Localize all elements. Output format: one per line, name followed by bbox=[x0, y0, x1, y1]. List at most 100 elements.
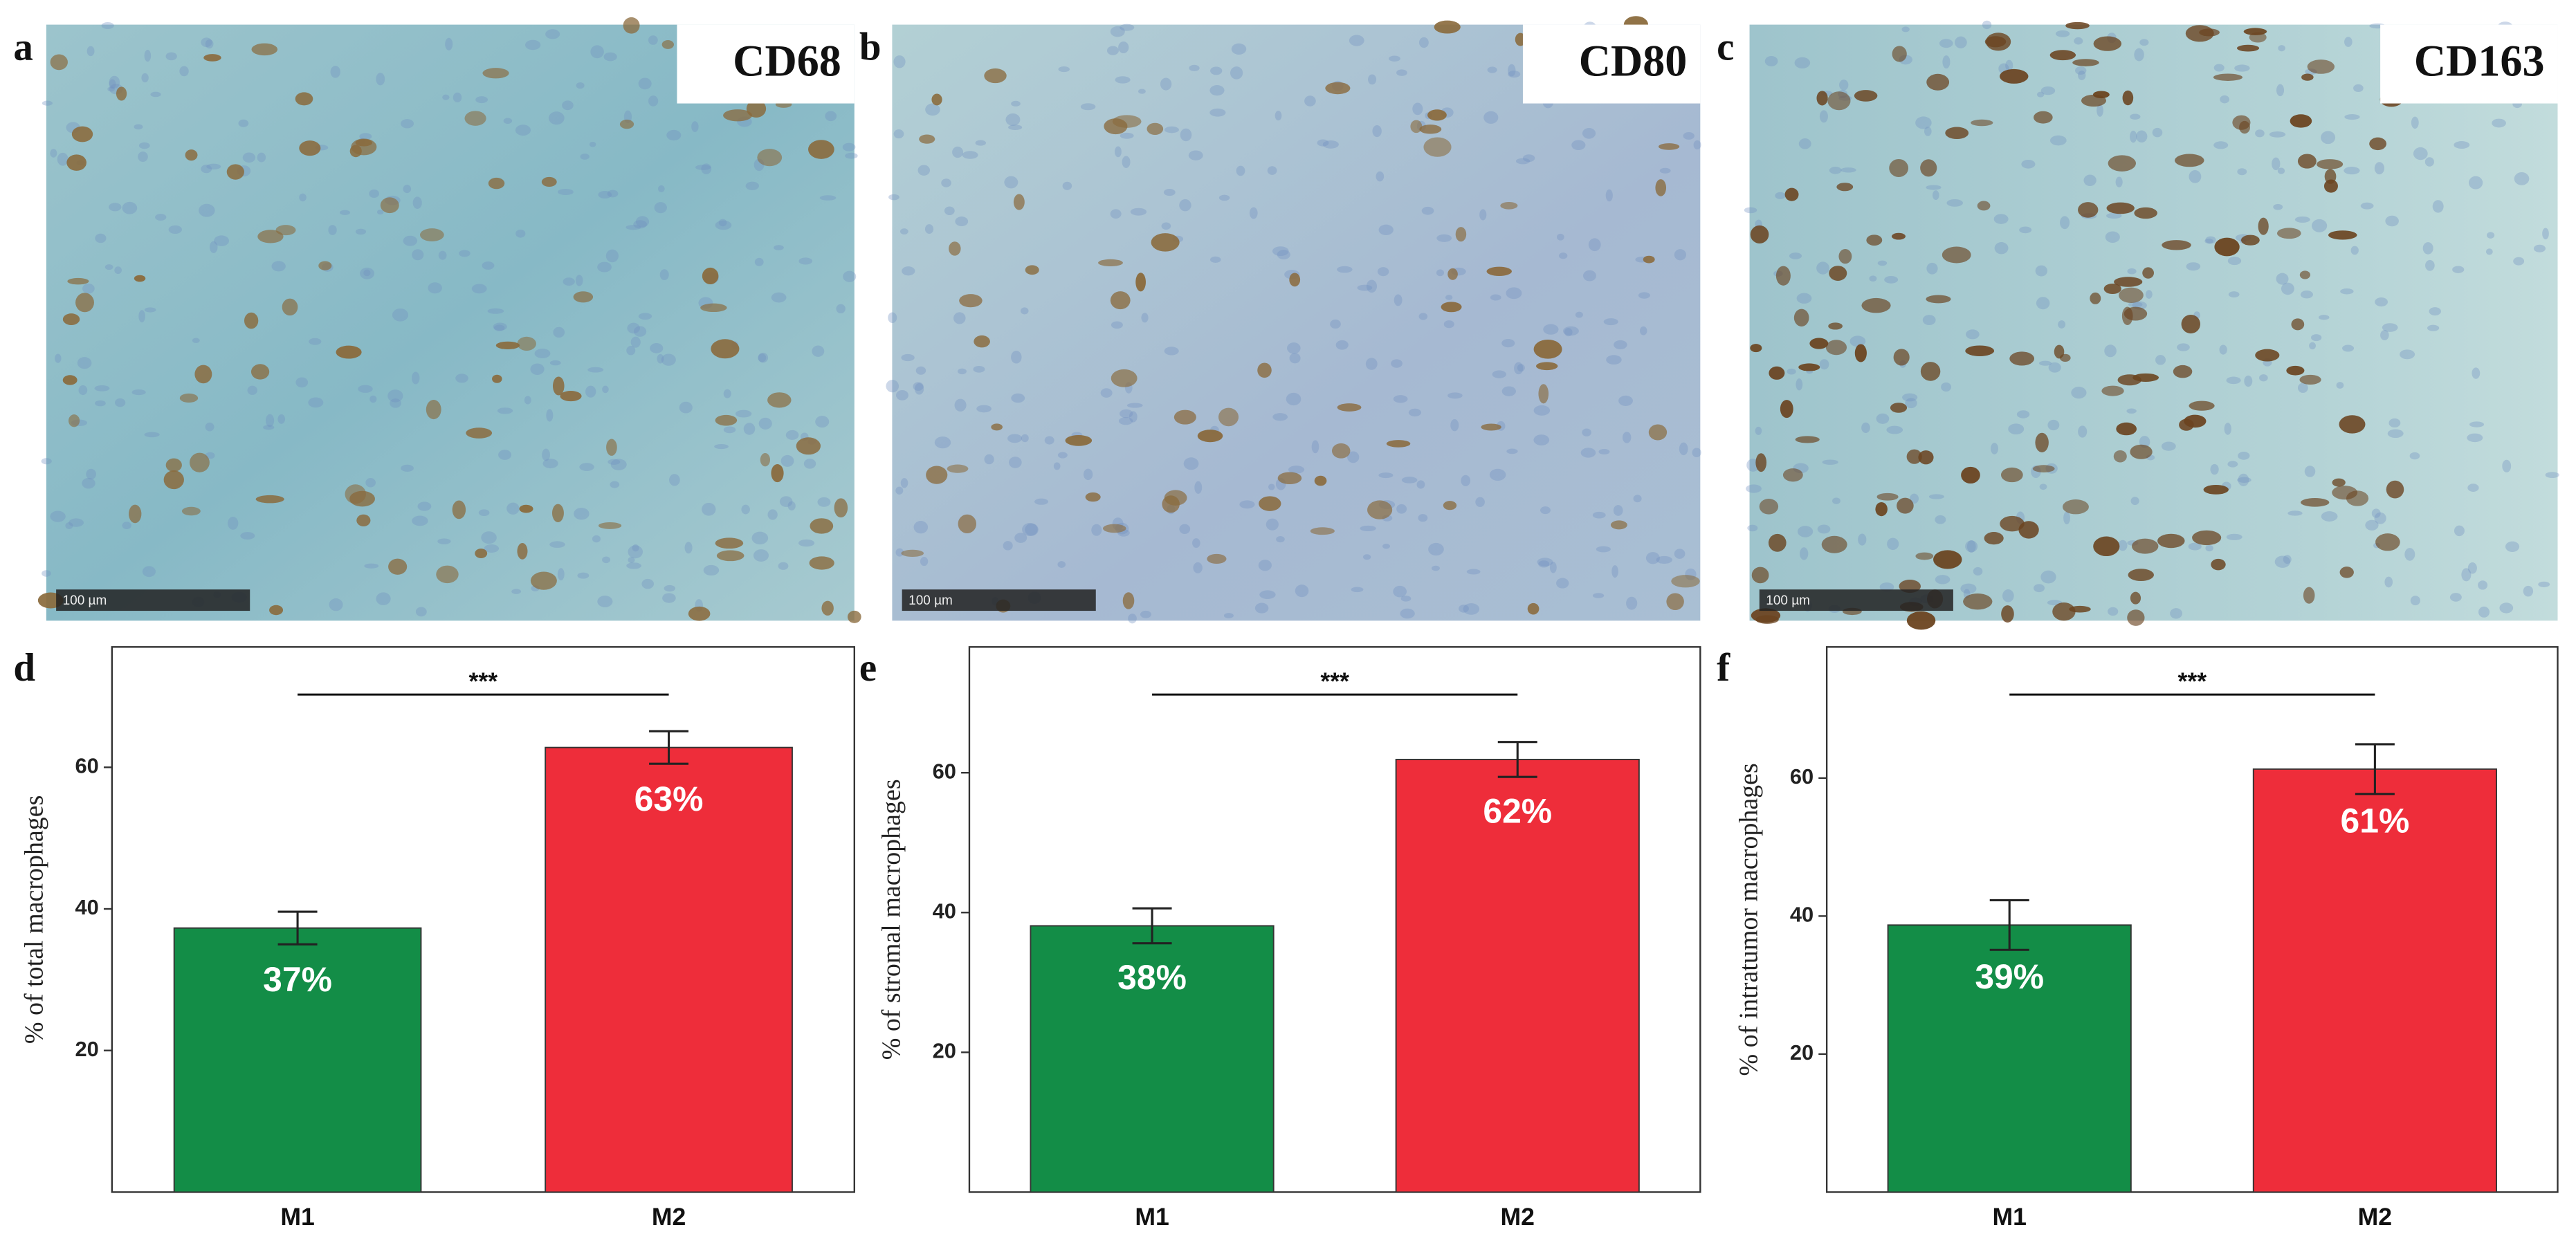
nucleus bbox=[913, 382, 924, 392]
nucleus bbox=[886, 380, 899, 393]
stained-cell bbox=[2122, 90, 2134, 106]
stained-cell bbox=[1875, 501, 1888, 517]
stained-cell bbox=[1759, 498, 1779, 515]
nucleus bbox=[715, 220, 732, 230]
stained-cell bbox=[984, 68, 1007, 84]
stained-cell bbox=[1643, 255, 1655, 264]
nucleus bbox=[2115, 176, 2123, 187]
nucleus bbox=[2237, 168, 2247, 176]
nucleus bbox=[548, 111, 565, 125]
nucleus bbox=[1141, 313, 1149, 323]
nucleus bbox=[577, 572, 590, 579]
stained-cell bbox=[1527, 602, 1540, 615]
stained-cell bbox=[2072, 59, 2099, 66]
error-bar bbox=[2355, 743, 2395, 795]
nucleus bbox=[1304, 95, 1316, 107]
nucleus bbox=[915, 366, 926, 375]
stained-cell bbox=[947, 464, 969, 473]
stained-cell bbox=[2114, 277, 2143, 287]
nucleus bbox=[2344, 167, 2360, 175]
tissue-background bbox=[1749, 24, 2558, 621]
nucleus bbox=[661, 353, 676, 366]
nucleus bbox=[2468, 176, 2483, 190]
stained-cell bbox=[1112, 115, 1142, 128]
nucleus bbox=[592, 535, 601, 543]
nucleus bbox=[1583, 270, 1596, 282]
stained-cell bbox=[796, 437, 821, 455]
nucleus bbox=[1517, 364, 1525, 372]
nucleus bbox=[1231, 43, 1247, 55]
stained-cell bbox=[2081, 94, 2107, 107]
nucleus bbox=[1230, 66, 1243, 80]
nucleus bbox=[1432, 565, 1440, 571]
nucleus bbox=[2467, 484, 2479, 492]
nucleus bbox=[2219, 344, 2227, 355]
nucleus bbox=[376, 209, 384, 215]
nucleus bbox=[976, 405, 992, 413]
nucleus bbox=[2016, 410, 2030, 418]
stained-cell bbox=[1945, 127, 1969, 140]
nucleus bbox=[1106, 46, 1119, 55]
stained-cell bbox=[356, 514, 371, 527]
nucleus bbox=[1160, 77, 1172, 91]
nucleus bbox=[277, 414, 286, 424]
nucleus bbox=[549, 541, 565, 548]
stained-cell bbox=[2034, 111, 2053, 124]
y-axis-label: % of total macrophages bbox=[19, 795, 48, 1044]
nucleus bbox=[1886, 425, 1903, 434]
nucleus bbox=[785, 430, 799, 440]
nucleus bbox=[888, 312, 897, 324]
stained-cell bbox=[2214, 237, 2240, 257]
stained-cell bbox=[1775, 266, 1791, 286]
nucleus bbox=[1479, 209, 1487, 221]
scale-bar bbox=[902, 589, 1096, 611]
nucleus bbox=[2040, 570, 2056, 584]
stained-cell bbox=[2339, 415, 2366, 434]
stained-cell bbox=[715, 537, 744, 549]
nucleus bbox=[1598, 449, 1610, 455]
nucleus bbox=[165, 52, 177, 61]
nucleus bbox=[238, 119, 249, 127]
nucleus bbox=[506, 502, 520, 515]
nucleus bbox=[2227, 461, 2238, 468]
stained-cell bbox=[771, 463, 784, 483]
stained-cell bbox=[2130, 591, 2141, 605]
nucleus bbox=[493, 324, 505, 331]
stained-cell bbox=[919, 134, 935, 144]
nucleus bbox=[2311, 334, 2322, 342]
stained-cell bbox=[1963, 593, 1993, 610]
nucleus bbox=[778, 562, 789, 570]
nucleus bbox=[701, 163, 712, 174]
nucleus bbox=[557, 568, 565, 581]
nucleus bbox=[815, 416, 830, 428]
stained-cell bbox=[1816, 91, 1828, 106]
nucleus bbox=[1372, 125, 1382, 138]
stained-cell bbox=[1151, 233, 1180, 252]
nucleus bbox=[562, 100, 574, 111]
stained-cell bbox=[2093, 36, 2122, 51]
stained-cell bbox=[530, 571, 557, 590]
stained-cell bbox=[2132, 373, 2159, 382]
nucleus bbox=[1011, 393, 1025, 403]
stained-cell bbox=[163, 470, 184, 490]
stained-cell bbox=[2386, 480, 2404, 499]
nucleus bbox=[1489, 468, 1506, 481]
y-tick-label: 60 bbox=[933, 759, 956, 783]
nucleus bbox=[412, 249, 424, 261]
y-tick-label: 20 bbox=[1790, 1040, 1814, 1065]
nucleus bbox=[2237, 477, 2251, 484]
nucleus bbox=[2055, 30, 2070, 37]
stained-cell bbox=[71, 126, 93, 142]
nucleus bbox=[295, 377, 309, 388]
error-bar bbox=[649, 730, 689, 765]
stained-cell bbox=[1926, 295, 1951, 304]
nucleus bbox=[95, 233, 107, 243]
scale-bar-label: 100 µm bbox=[908, 593, 953, 608]
nucleus bbox=[2234, 64, 2250, 72]
nucleus bbox=[437, 538, 451, 544]
nucleus bbox=[2404, 548, 2415, 561]
nucleus bbox=[412, 515, 428, 526]
stained-cell bbox=[2291, 318, 2305, 331]
nucleus bbox=[1596, 546, 1611, 553]
